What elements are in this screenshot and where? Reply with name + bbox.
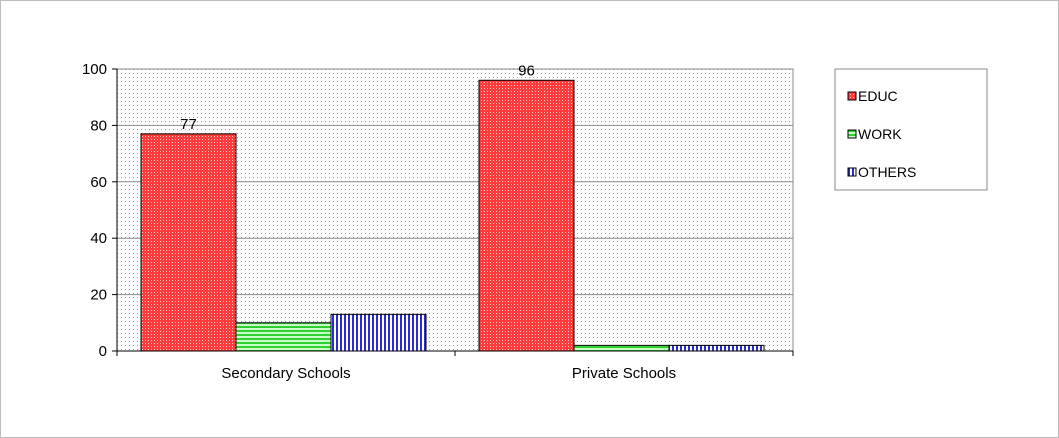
data-label: 77 xyxy=(180,116,197,133)
data-labels: 77 96 xyxy=(180,62,535,133)
y-tick-label: 60 xyxy=(90,174,107,191)
bar-work-1 xyxy=(235,322,332,352)
y-tick-label: 40 xyxy=(90,230,107,247)
legend-swatch-others xyxy=(847,167,857,177)
legend-swatch-work xyxy=(847,129,857,139)
bars xyxy=(140,79,765,352)
legend: EDUC WORK OTHERS xyxy=(834,68,988,191)
bar-others-1 xyxy=(330,313,427,352)
legend-label: OTHERS xyxy=(858,164,916,180)
bar-work-2 xyxy=(573,344,670,352)
x-category-labels: Secondary Schools Private Schools xyxy=(221,365,676,382)
bar-educ-1 xyxy=(140,133,237,352)
bar-others-2 xyxy=(668,344,765,352)
legend-box xyxy=(834,68,988,191)
y-tick-labels: 0 20 40 60 80 100 xyxy=(82,61,107,360)
y-tick-label: 80 xyxy=(90,117,107,134)
legend-swatch-educ xyxy=(847,91,857,101)
axes xyxy=(112,68,794,356)
legend-label: WORK xyxy=(858,126,902,142)
category-label: Secondary Schools xyxy=(221,365,350,382)
data-label: 96 xyxy=(518,62,535,79)
y-tick-label: 100 xyxy=(82,61,107,78)
legend-label: EDUC xyxy=(858,88,898,104)
category-label: Private Schools xyxy=(572,365,676,382)
legend-entries: EDUC WORK OTHERS xyxy=(847,88,916,180)
y-tick-label: 20 xyxy=(90,287,107,304)
y-tick-label: 0 xyxy=(99,343,107,360)
bar-educ-2 xyxy=(478,79,575,352)
